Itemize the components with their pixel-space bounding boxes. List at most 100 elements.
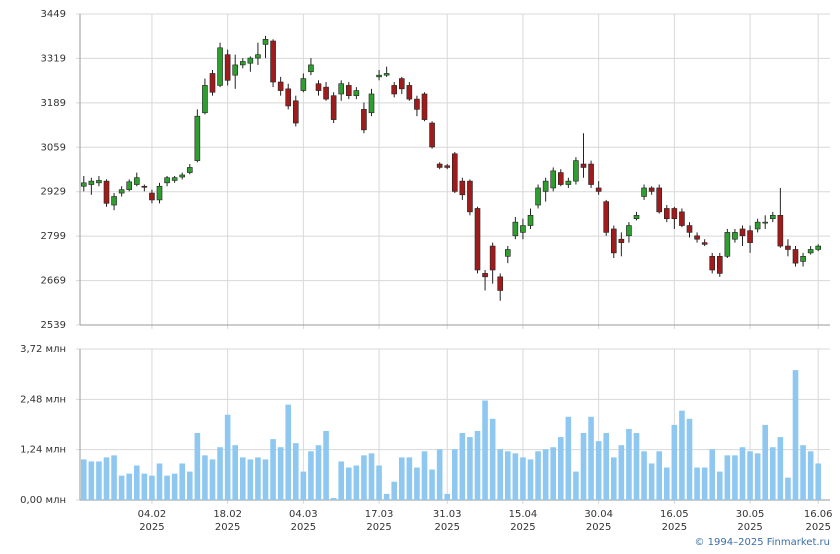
candle-body — [194, 115, 201, 161]
x-tick-label: 2025 — [139, 522, 164, 533]
candle-body — [391, 85, 398, 95]
volume-bar — [762, 424, 769, 500]
volume-bar — [467, 437, 473, 500]
x-tick-label: 2025 — [215, 522, 240, 533]
x-tick-label: 30.05 — [736, 509, 765, 520]
volume-bar — [285, 404, 292, 500]
volume-bar — [497, 449, 504, 500]
volume-bar — [739, 447, 746, 500]
y-tick-label: 3,72 млн — [20, 344, 66, 355]
candle-body — [300, 78, 307, 91]
candle-body — [338, 83, 345, 95]
volume-bar — [255, 457, 261, 500]
candle-body — [679, 211, 685, 226]
x-tick-label: 04.03 — [289, 509, 318, 520]
volume-bar — [626, 428, 632, 500]
candle-body — [202, 85, 208, 114]
volume-bar — [277, 447, 284, 500]
candle-body — [694, 235, 700, 240]
volume-bar — [292, 443, 299, 500]
volume-bar — [595, 441, 602, 500]
candle-body — [88, 180, 95, 185]
x-tick-label: 16.06 — [804, 509, 833, 520]
volume-bar — [164, 475, 170, 500]
candle-body — [610, 228, 617, 254]
candle-body — [368, 93, 375, 114]
candle-body — [118, 189, 125, 194]
volume-bar — [520, 457, 526, 500]
volume-bar — [224, 414, 231, 500]
volume-bar — [414, 467, 420, 500]
candle-body — [308, 64, 314, 73]
candle-body — [807, 249, 814, 254]
volume-bar — [436, 449, 443, 500]
volume-bar — [792, 370, 799, 500]
volume-bar — [315, 445, 322, 500]
volume-bar — [724, 455, 731, 500]
volume-bar — [474, 430, 481, 500]
volume-bar — [262, 459, 269, 500]
candle-body — [406, 85, 413, 100]
volume-bar — [512, 453, 519, 500]
x-tick-label: 2025 — [737, 522, 762, 533]
volume-bar — [368, 453, 375, 500]
volume-bar — [459, 433, 466, 500]
volume-bar — [429, 469, 435, 500]
x-tick-label: 18.02 — [213, 509, 242, 520]
volume-bar — [769, 447, 776, 500]
candle-body — [126, 181, 133, 190]
candle-body — [80, 182, 87, 187]
candle-body — [732, 232, 738, 240]
volume-bar — [800, 445, 806, 500]
volume-bar — [383, 493, 390, 500]
candle-body — [186, 167, 193, 173]
volume-bar — [716, 471, 723, 500]
y-tick-label: 2929 — [41, 187, 66, 198]
candle-body — [133, 177, 140, 185]
volume-bar — [633, 433, 640, 500]
volume-bar — [308, 451, 314, 500]
candle-body — [754, 221, 761, 230]
candle-body — [398, 78, 405, 90]
volume-bar — [550, 447, 557, 500]
volume-bar — [527, 459, 534, 500]
candle-body — [724, 232, 731, 257]
volume-bar — [133, 465, 140, 500]
candle-body — [792, 249, 799, 264]
x-tick-label: 16.05 — [660, 509, 689, 520]
candle-body — [769, 214, 776, 220]
y-tick-label: 1,24 млн — [20, 445, 66, 456]
x-tick-label: 2025 — [366, 522, 391, 533]
volume-bar — [186, 471, 193, 500]
volume-bar — [663, 467, 670, 500]
volume-bar — [671, 424, 678, 500]
volume-bar — [444, 493, 451, 500]
candle-body — [618, 238, 625, 243]
y-tick-label: 3449 — [41, 9, 66, 20]
candle-body — [111, 196, 117, 206]
candle-body — [239, 61, 246, 66]
volume-bar — [648, 463, 655, 500]
x-tick-label: 04.02 — [138, 509, 167, 520]
volume-bar — [641, 451, 647, 500]
candle-body — [800, 256, 806, 262]
candle-body — [739, 228, 746, 237]
candle-body — [149, 192, 155, 201]
x-tick-label: 2025 — [510, 522, 535, 533]
volume-bar — [732, 455, 738, 500]
candle-body — [588, 163, 594, 185]
volume-bar — [88, 461, 95, 500]
volume-bar — [376, 465, 382, 500]
volume-bar — [618, 445, 625, 500]
y-tick-label: 0,00 млн — [20, 495, 66, 506]
volume-bar — [118, 475, 125, 500]
candle-body — [285, 88, 292, 107]
volume-bar — [777, 437, 784, 500]
volume-bar — [239, 457, 246, 500]
volume-bar — [451, 449, 458, 500]
volume-bar — [217, 447, 223, 500]
y-tick-label: 2539 — [41, 320, 66, 331]
volume-bar — [754, 453, 761, 500]
volume-bar — [421, 451, 428, 500]
volume-bar — [179, 463, 186, 500]
